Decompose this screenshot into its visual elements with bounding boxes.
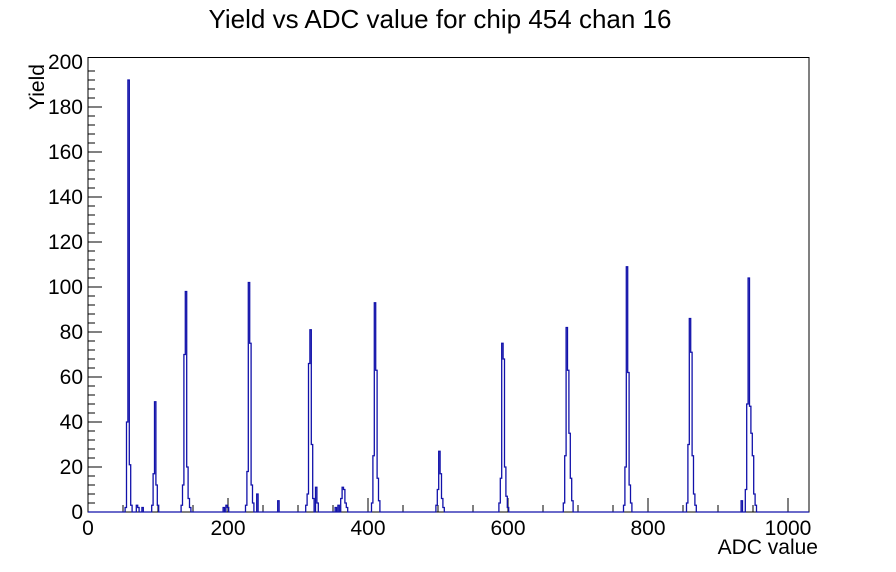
x-axis-ticks: 0 200 400 600 800 1000 xyxy=(82,498,811,540)
y-tick-label: 80 xyxy=(60,321,83,344)
x-tick-label: 0 xyxy=(82,517,94,540)
x-tick-label: 600 xyxy=(490,517,525,540)
plot-frame xyxy=(87,57,810,513)
y-tick-label: 160 xyxy=(48,141,83,164)
x-axis-title: ADC value xyxy=(717,536,818,559)
x-tick-label: 200 xyxy=(210,517,245,540)
y-tick-label: 0 xyxy=(71,501,83,524)
y-tick-label: 100 xyxy=(48,276,83,299)
chart-title: Yield vs ADC value for chip 454 chan 16 xyxy=(208,4,672,34)
y-tick-label: 120 xyxy=(48,231,83,254)
x-tick-label: 1000 xyxy=(765,517,812,540)
y-tick-label: 60 xyxy=(60,366,83,389)
y-axis-ticks: 0 20 40 60 80 100 120 140 160 180 200 xyxy=(48,51,102,524)
y-tick-label: 140 xyxy=(48,186,83,209)
x-tick-label: 400 xyxy=(350,517,385,540)
y-tick-label: 20 xyxy=(60,456,83,479)
x-tick-label: 800 xyxy=(630,517,665,540)
y-tick-label: 200 xyxy=(48,51,83,74)
y-tick-label: 40 xyxy=(60,411,83,434)
y-tick-label: 180 xyxy=(48,96,83,119)
histogram-path xyxy=(88,79,809,513)
